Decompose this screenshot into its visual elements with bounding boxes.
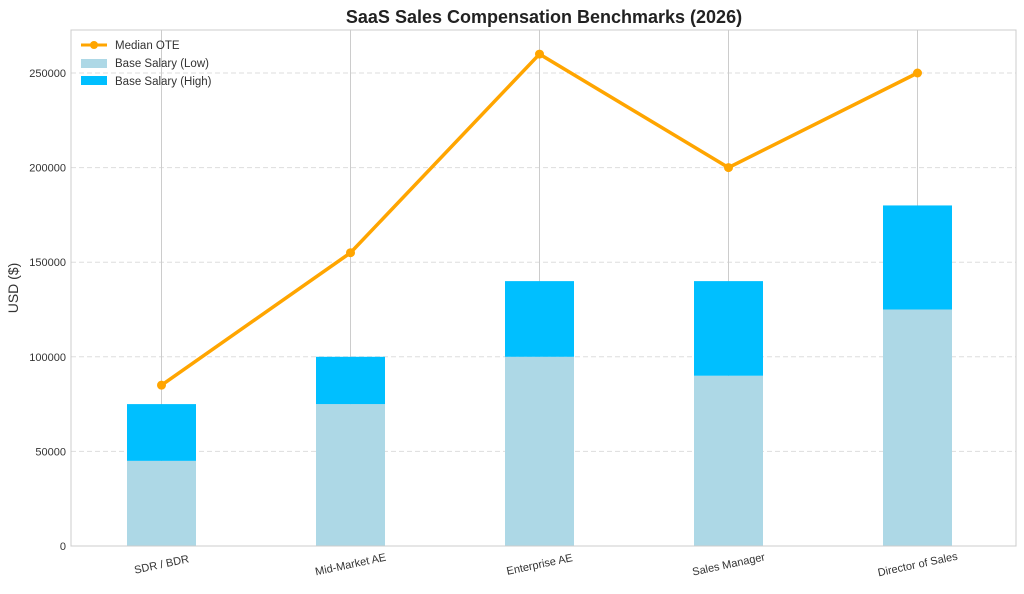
x-tick-label: Enterprise AE — [506, 552, 574, 578]
bar-base-low — [694, 375, 763, 546]
bar-base-low — [505, 356, 574, 546]
legend-label-base-high: Base Salary (High) — [115, 76, 212, 88]
legend: Median OTE Base Salary (Low) Base Salary… — [81, 40, 212, 88]
y-tick-label: 250000 — [29, 68, 66, 80]
chart-title: SaaS Sales Compensation Benchmarks (2026… — [346, 7, 742, 27]
bar-base-low — [316, 404, 385, 546]
legend-swatch-base-high — [81, 76, 107, 85]
median-ote-point — [724, 163, 733, 173]
y-tick-label: 100000 — [29, 352, 66, 364]
median-ote-point — [535, 49, 544, 59]
plot-frame — [70, 29, 1017, 547]
bar-base-high — [883, 205, 952, 310]
y-tick-label: 200000 — [29, 163, 66, 175]
bar-base-high — [505, 281, 574, 357]
y-axis-label: USD ($) — [5, 263, 21, 314]
y-tick-label: 50000 — [35, 446, 66, 458]
bar-base-high — [694, 281, 763, 376]
x-tick-label: Director of Sales — [877, 551, 960, 580]
x-tick-label: Mid-Market AE — [314, 552, 387, 579]
x-tick-label: SDR / BDR — [133, 553, 190, 576]
bar-base-low — [127, 460, 196, 546]
legend-label-median-ote: Median OTE — [115, 40, 180, 52]
median-ote-point — [157, 380, 166, 390]
y-tick-label: 0 — [60, 541, 66, 553]
legend-label-base-low: Base Salary (Low) — [115, 58, 209, 70]
bar-base-high — [127, 404, 196, 461]
median-ote-point — [913, 68, 922, 78]
bar-base-high — [316, 356, 385, 405]
bar-base-low — [883, 309, 952, 546]
y-tick-label: 150000 — [29, 257, 66, 269]
x-tick-label: Sales Manager — [691, 551, 766, 578]
median-ote-point — [346, 248, 355, 258]
legend-marker-median-ote — [90, 41, 98, 49]
legend-swatch-base-low — [81, 59, 107, 68]
